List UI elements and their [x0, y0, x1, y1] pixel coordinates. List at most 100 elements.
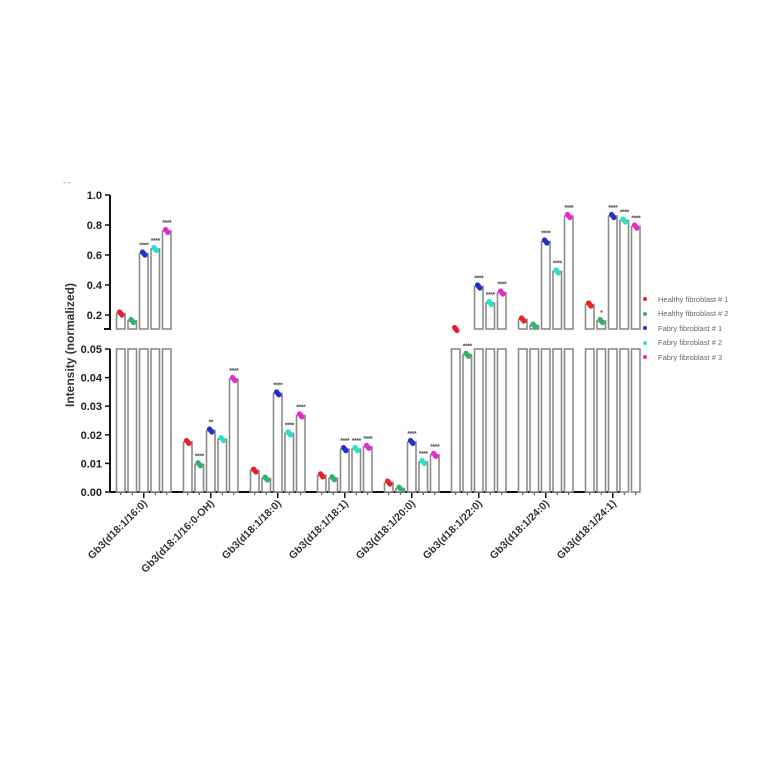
data-point — [421, 460, 428, 467]
bar — [529, 348, 540, 493]
legend-item: Healthy fibroblast # 1 — [643, 292, 728, 307]
bar — [473, 285, 484, 330]
y-tick-label: 0.03 — [81, 401, 102, 413]
data-point — [488, 301, 495, 308]
bar — [584, 348, 595, 493]
significance-marker: **** — [620, 210, 630, 217]
bar — [228, 378, 239, 493]
data-point — [588, 303, 594, 309]
significance-marker: **** — [553, 261, 563, 268]
bar — [272, 392, 283, 493]
x-category-label: Gb3(d18:1/24:0) — [488, 498, 552, 562]
data-point — [454, 327, 460, 334]
significance-marker: **** — [474, 276, 484, 283]
data-point — [366, 445, 372, 451]
legend-marker-icon — [643, 326, 647, 331]
x-category-label: Gb3(d18:1/24:1) — [555, 498, 619, 562]
significance-marker: **** — [285, 422, 295, 429]
bar — [607, 215, 618, 330]
data-point — [343, 448, 349, 454]
data-point — [544, 240, 550, 246]
bar — [161, 348, 172, 493]
data-point — [320, 474, 326, 480]
bar — [552, 348, 563, 493]
data-point — [209, 429, 215, 435]
x-category-label: Gb3(d18:1/18:0) — [220, 498, 284, 562]
y-tick-label: 0.01 — [81, 458, 102, 470]
significance-marker: **** — [195, 453, 205, 460]
data-point — [165, 229, 171, 236]
data-point — [264, 477, 271, 483]
bar — [473, 348, 484, 493]
bar — [115, 348, 126, 493]
bar — [339, 448, 350, 493]
x-category-label: Gb3(d18:1/22:0) — [421, 498, 485, 562]
significance-marker: **** — [352, 438, 362, 445]
bars: ************************************** **… — [115, 205, 641, 493]
y-tick-label: 1.0 — [87, 190, 102, 202]
x-category-label: Gb3(d18:1/16:0) — [86, 498, 150, 562]
legend-item: Fabry fibroblast # 1 — [643, 321, 728, 336]
bar — [138, 348, 149, 493]
data-point — [186, 440, 192, 447]
data-point — [555, 270, 562, 276]
panel-label: - - — [63, 178, 71, 187]
bar — [485, 302, 496, 330]
x-category-label: Gb3(d18:1/16:0-OH) — [139, 498, 217, 576]
bar — [540, 348, 551, 493]
bar — [619, 348, 630, 493]
data-point — [634, 225, 640, 231]
bar — [563, 215, 574, 330]
bar — [351, 448, 362, 493]
y-tick-label: 0.00 — [81, 487, 102, 499]
bar — [563, 348, 574, 493]
legend-item: Healthy fibroblast # 2 — [643, 307, 728, 322]
data-point — [398, 487, 405, 493]
bar — [295, 414, 306, 493]
significance-marker: **** — [162, 220, 172, 227]
bar — [429, 454, 440, 493]
significance-marker: **** — [340, 438, 350, 445]
legend-label: Fabry fibroblast # 2 — [658, 338, 723, 348]
data-point — [299, 414, 305, 420]
y-tick-label: 0.6 — [87, 250, 102, 262]
legend-label: Healthy fibroblast # 1 — [658, 294, 729, 304]
significance-marker: **** — [486, 292, 496, 299]
data-point — [622, 219, 629, 225]
y-tick-label: 0.2 — [87, 310, 102, 322]
bar — [630, 348, 641, 493]
bar — [362, 446, 373, 493]
significance-marker: **** — [463, 344, 473, 351]
legend-label: Healthy fibroblast # 2 — [658, 309, 729, 319]
significance-marker: **** — [564, 205, 574, 212]
significance-marker: **** — [430, 444, 440, 451]
legend-marker-icon — [643, 355, 647, 360]
data-point — [500, 291, 506, 297]
bar — [462, 353, 473, 493]
bar — [284, 432, 295, 493]
y-tick-label: 0.02 — [81, 430, 102, 442]
data-point — [331, 477, 338, 483]
data-point — [477, 285, 483, 291]
data-point — [119, 312, 125, 318]
bar — [607, 348, 618, 493]
significance-marker: **** — [608, 205, 618, 212]
bar — [127, 348, 138, 493]
y-tick-label: 0.8 — [87, 220, 102, 232]
bar — [517, 348, 528, 493]
y-axis-title: Intensity (normalized) — [63, 283, 77, 407]
bar — [406, 441, 417, 493]
bar — [205, 429, 216, 493]
significance-marker: **** — [363, 436, 373, 443]
data-point — [142, 252, 148, 258]
bar — [450, 348, 461, 493]
data-point — [153, 247, 160, 254]
significance-marker: **** — [497, 282, 507, 289]
data-point — [354, 448, 361, 454]
data-point — [253, 469, 259, 475]
bar — [418, 461, 429, 493]
data-point — [220, 437, 227, 444]
y-tick-label: 0.04 — [81, 373, 103, 385]
bar — [630, 225, 641, 330]
significance-marker: **** — [229, 368, 239, 375]
